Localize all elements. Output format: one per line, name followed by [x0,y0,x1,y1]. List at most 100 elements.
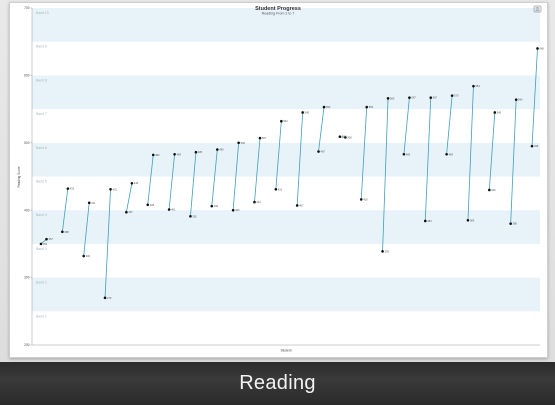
start-point-label: 406 [214,204,219,208]
progress-line [531,48,538,147]
score-band [32,75,540,110]
end-point [215,148,219,151]
axes [31,8,540,346]
end-point-label: 411 [91,201,96,205]
score-band [32,8,540,42]
start-point [210,204,214,208]
student-11: 412 507 [253,136,267,204]
band-label: Band 4 [36,213,47,217]
start-point [317,150,320,153]
band-label: Band 10 [36,11,49,15]
progress-line [147,154,154,205]
end-point-label: 532 [283,119,288,123]
end-point [151,153,155,157]
score-band [32,243,540,278]
progress-line [254,138,261,203]
band-label: Band 9 [36,45,47,49]
end-point-label: 508 [347,135,352,139]
start-point [338,135,342,139]
start-point-label: 339 [385,249,390,253]
end-point [408,96,411,99]
progress-line [446,95,453,155]
band-label: Band 3 [36,247,47,251]
caption-bar [0,362,555,405]
student-12: 431 532 [274,119,288,191]
x-axis-label: Student [281,349,292,353]
start-point-label: 412 [256,200,261,204]
start-point [530,144,534,148]
student-20: 483 570 [445,94,459,156]
band-label: Band 5 [36,180,47,184]
y-ticks: 200 300 400 500 600 700 [24,6,32,347]
start-point [402,152,406,156]
start-point-label: 416 [363,197,368,201]
band-label: Band 1 [36,314,47,318]
start-point-label: 407 [299,203,304,207]
student-18: 483 567 [402,96,416,156]
end-point-label: 500 [241,141,246,145]
start-point-label: 380 [513,222,518,226]
end-point-label: 357 [49,237,54,241]
start-point [488,188,491,192]
start-point [359,198,363,201]
student-24: 495 640 [530,46,544,148]
progress-line [360,107,368,200]
end-point-label: 431 [113,187,118,191]
progress-line [211,149,218,207]
student-14: 487 553 [317,105,331,154]
student-7: 401 483 [167,152,181,212]
start-point [509,222,512,225]
student-16: 416 553 [359,105,374,201]
student-series: 3513573684323324112704313974404084824014… [39,46,544,300]
progress-line [467,86,474,221]
score-band [32,277,540,312]
student-22: 430 545 [488,110,502,192]
start-point [103,296,107,300]
student-23: 380 564 [509,98,523,226]
start-point [82,254,85,258]
start-point [61,230,64,234]
end-point [130,181,134,185]
end-point-label: 507 [262,136,267,140]
student-3: 332 411 [82,201,96,258]
end-point [66,187,70,190]
end-point-label: 490 [219,148,224,152]
start-point-label: 401 [171,208,176,212]
band-label: Band 6 [36,146,47,150]
band-label: Band 7 [36,112,47,116]
start-point-label: 332 [86,254,91,258]
end-point [450,94,454,97]
end-point [45,237,48,241]
end-point [301,111,304,114]
y-tick-label: 400 [24,208,30,212]
start-point-label: 397 [128,210,133,214]
band-label: Band 8 [36,78,47,82]
chart-menu-icon[interactable] [533,5,542,13]
start-point-label: 431 [278,187,283,191]
score-band [32,210,540,244]
end-point-label: 570 [454,94,459,98]
end-point [514,98,518,101]
end-point [237,141,240,145]
end-point-label: 432 [70,187,75,191]
start-point-label: 400 [235,208,240,212]
end-point [87,201,91,205]
progress-line [318,107,325,152]
start-point-label: 495 [534,144,539,148]
start-point-label: 483 [406,152,411,156]
score-band [32,176,540,211]
end-point [280,119,283,123]
progress-line [296,112,304,206]
progress-line [168,154,175,210]
progress-line [232,142,240,211]
start-point [423,219,427,223]
start-point-label: 430 [491,188,496,192]
end-point [173,152,176,156]
start-point [231,208,235,212]
student-19: 384 567 [423,96,438,223]
start-point-label: 368 [64,230,69,234]
student-15: 509 508 [338,135,352,139]
y-tick-label: 200 [24,343,30,347]
